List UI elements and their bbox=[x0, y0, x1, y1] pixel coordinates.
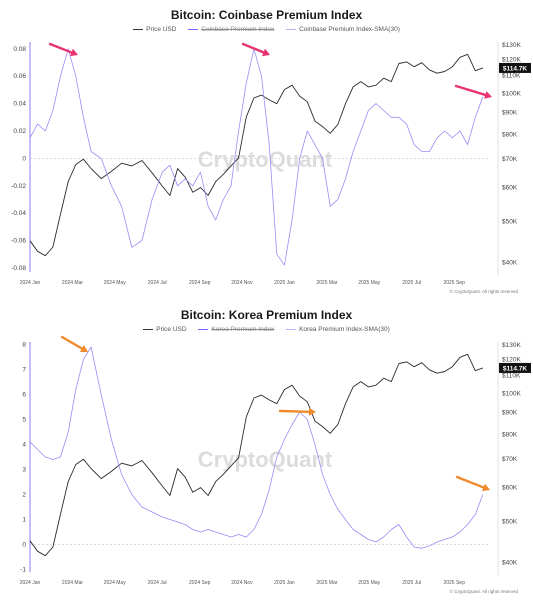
right-tick-label: $50K bbox=[502, 518, 518, 525]
left-tick-label: 6 bbox=[22, 392, 26, 399]
coinbase-chart-title: Bitcoin: Coinbase Premium Index bbox=[170, 8, 363, 22]
annotation-arrow bbox=[454, 84, 487, 97]
x-tick-label: 2025 Jul bbox=[402, 580, 421, 586]
left-tick-label: 8 bbox=[22, 342, 26, 349]
x-tick-label: 2025 May bbox=[358, 280, 380, 286]
annotation-arrow-head bbox=[262, 48, 270, 57]
last-price-badge bbox=[499, 62, 531, 73]
right-tick-label: $100K bbox=[502, 390, 521, 397]
right-tick-label: $80K bbox=[502, 431, 518, 438]
x-tick-label: 2025 Mar bbox=[316, 280, 337, 286]
left-tick-label: 0.02 bbox=[13, 128, 26, 135]
premium-index-sma-line bbox=[29, 48, 484, 266]
x-tick-label: 2024 Jan bbox=[20, 580, 41, 586]
x-tick-label: 2024 Sep bbox=[189, 580, 211, 586]
x-tick-label: 2024 Jul bbox=[148, 580, 167, 586]
annotation-arrow-head bbox=[79, 345, 88, 352]
right-tick-label: $40K bbox=[502, 260, 518, 267]
annotation-arrow-head bbox=[70, 48, 78, 57]
price-usd-line bbox=[29, 53, 484, 257]
korea-chart-legend: Price USD Korea Premium Index Korea Prem… bbox=[0, 326, 533, 333]
left-tick-label: 7 bbox=[22, 367, 26, 374]
x-tick-label: 2025 Jul bbox=[402, 280, 421, 286]
left-tick-label: 3 bbox=[22, 467, 26, 474]
x-tick-label: 2024 Jul bbox=[148, 280, 167, 286]
annotation-arrow bbox=[455, 475, 485, 489]
annotation-arrow-head bbox=[308, 407, 316, 416]
left-tick-label: 2 bbox=[22, 492, 26, 499]
watermark-text: CryptoQuant bbox=[198, 147, 333, 172]
x-tick-label: 2024 Mar bbox=[62, 580, 83, 586]
legend-item-price[interactable]: Price USD bbox=[133, 26, 176, 33]
right-tick-label: $120K bbox=[502, 57, 521, 64]
right-tick-label: $110K bbox=[502, 373, 521, 380]
left-tick-label: 0.08 bbox=[13, 46, 26, 53]
right-tick-label: $90K bbox=[502, 110, 518, 117]
last-price-label: $114.7K bbox=[503, 65, 528, 72]
watermark-text: CryptoQuant bbox=[198, 447, 333, 472]
left-tick-label: 0 bbox=[22, 155, 26, 162]
right-tick-label: $100K bbox=[502, 90, 521, 97]
x-tick-label: 2024 Jan bbox=[20, 280, 41, 286]
left-tick-label: 0.04 bbox=[13, 101, 26, 108]
premium-index-sma-line bbox=[29, 346, 484, 549]
left-tick-label: -1 bbox=[20, 567, 26, 574]
coinbase-premium-chart-panel: Bitcoin: Coinbase Premium Index Price US… bbox=[0, 8, 533, 294]
annotation-arrow bbox=[60, 335, 84, 350]
annotation-arrow-head bbox=[484, 91, 492, 99]
legend-item-price[interactable]: Price USD bbox=[143, 326, 187, 333]
x-tick-label: 2024 Nov bbox=[231, 580, 253, 586]
x-tick-label: 2024 Mar bbox=[62, 280, 83, 286]
legend-item-premium-index[interactable]: Coinbase Premium Index bbox=[188, 26, 274, 33]
right-tick-label: $50K bbox=[502, 218, 518, 225]
right-tick-label: $70K bbox=[502, 156, 518, 163]
annotation-arrow bbox=[241, 42, 265, 54]
korea-chart-title: Bitcoin: Korea Premium Index bbox=[180, 308, 353, 322]
last-price-label: $114.7K bbox=[503, 365, 528, 372]
right-tick-label: $70K bbox=[502, 456, 518, 463]
price-usd-line bbox=[29, 353, 484, 557]
legend-item-premium-index[interactable]: Korea Premium Index bbox=[198, 326, 274, 333]
left-tick-label: -0.08 bbox=[11, 265, 26, 272]
x-tick-label: 2024 Sep bbox=[189, 280, 211, 286]
right-tick-label: $90K bbox=[502, 410, 518, 417]
x-tick-label: 2025 Mar bbox=[316, 580, 337, 586]
right-tick-label: $60K bbox=[502, 185, 518, 192]
right-tick-label: $130K bbox=[502, 42, 521, 49]
left-tick-label: -0.04 bbox=[11, 210, 26, 217]
korea-premium-chart-panel: Bitcoin: Korea Premium Index Price USD K… bbox=[0, 300, 533, 600]
right-tick-label: $60K bbox=[502, 485, 518, 492]
left-tick-label: 1 bbox=[22, 517, 26, 524]
x-tick-label: 2024 May bbox=[104, 280, 126, 286]
annotation-arrow-head bbox=[482, 483, 490, 492]
x-tick-label: 2024 May bbox=[104, 580, 126, 586]
x-tick-label: 2025 Sep bbox=[443, 580, 465, 586]
korea-chart-svg: CryptoQuant -1 0 1 2 3 4 5 6 7 8 $40K $50K $60K $70K $8… bbox=[20, 335, 531, 594]
copyright-text: © CryptoQuant. All rights reserved bbox=[450, 288, 519, 294]
x-tick-label: 2025 May bbox=[358, 580, 380, 586]
coinbase-chart-legend: Price USD Coinbase Premium Index Coinbas… bbox=[0, 26, 533, 33]
right-tick-label: $130K bbox=[502, 342, 521, 349]
right-tick-label: $120K bbox=[502, 357, 521, 364]
copyright-text: © CryptoQuant. All rights reserved bbox=[450, 588, 519, 594]
right-tick-label: $40K bbox=[502, 560, 518, 567]
x-tick-label: 2024 Nov bbox=[231, 280, 253, 286]
right-tick-label: $80K bbox=[502, 131, 518, 138]
left-tick-label: 5 bbox=[22, 417, 26, 424]
coinbase-chart-svg: CryptoQuant -0.08 -0.06 -0.04 -0.02 0 0.02 0.04… bbox=[11, 42, 531, 294]
annotation-arrow bbox=[48, 42, 73, 54]
left-tick-label: -0.06 bbox=[11, 238, 26, 245]
x-tick-label: 2025 Sep bbox=[443, 280, 465, 286]
right-tick-label: $110K bbox=[502, 73, 521, 80]
x-tick-label: 2025 Jan bbox=[274, 280, 295, 286]
x-tick-label: 2025 Jan bbox=[274, 580, 295, 586]
last-price-badge bbox=[499, 362, 531, 373]
left-tick-label: 4 bbox=[22, 442, 26, 449]
left-tick-label: 0 bbox=[22, 542, 26, 549]
left-tick-label: -0.02 bbox=[11, 183, 26, 190]
left-tick-label: 0.06 bbox=[13, 73, 26, 80]
legend-item-premium-index-sma[interactable]: Coinbase Premium Index-SMA(30) bbox=[286, 26, 400, 33]
annotation-arrow bbox=[278, 409, 311, 414]
legend-item-premium-index-sma[interactable]: Korea Premium Index-SMA(30) bbox=[286, 326, 390, 333]
